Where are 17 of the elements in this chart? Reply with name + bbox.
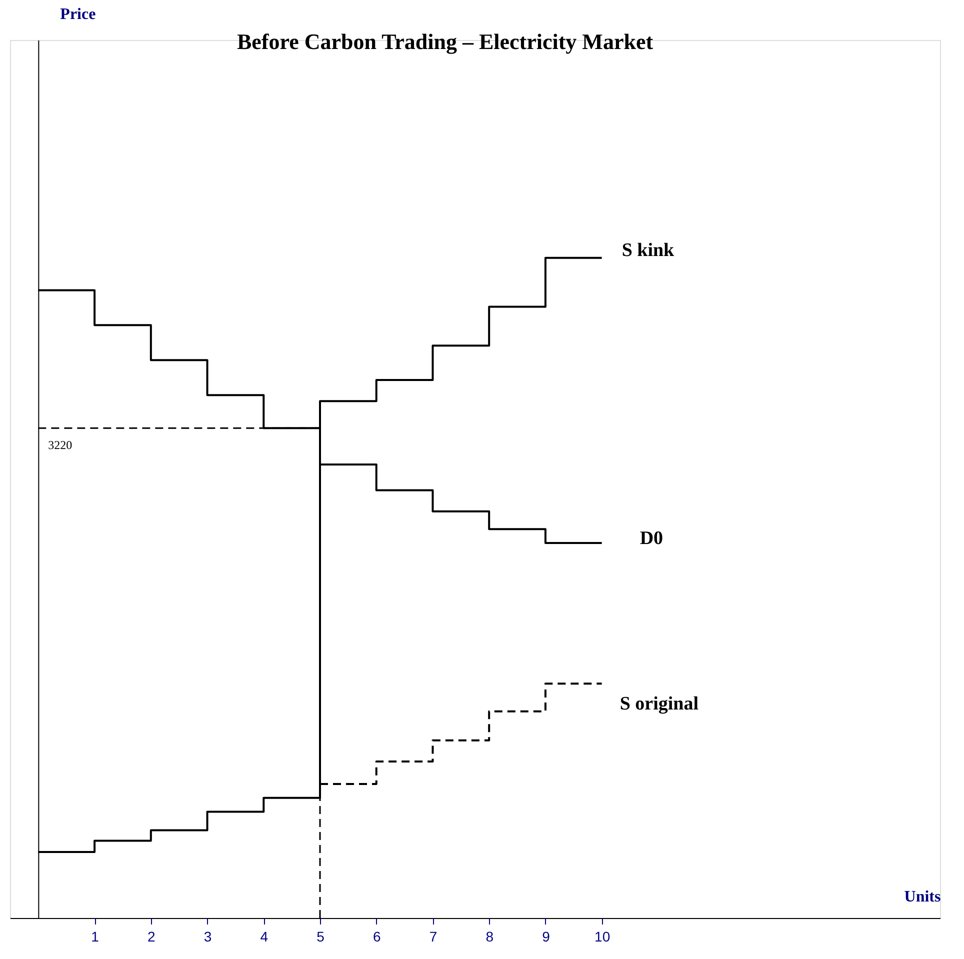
x-tick-label: 3 (204, 928, 212, 944)
text: D0 (640, 528, 664, 550)
x-tick-label: 8 (486, 928, 494, 944)
x-tick-label: 5 (316, 928, 325, 944)
annotation: 3220 (48, 438, 72, 452)
x-tick-label: 2 (148, 928, 156, 944)
x-tick-label: 4 (260, 928, 268, 944)
x-tick-label: 7 (429, 928, 438, 944)
series-label: S original (620, 694, 698, 715)
x-tick-label: 10 (594, 928, 610, 944)
series-label: S kink (622, 240, 675, 261)
chart-title: Before Carbon Trading – Electricity Market (236, 29, 654, 54)
x-axis-title: Units (904, 888, 941, 906)
text: Price (60, 6, 96, 23)
x-tick-label: 1 (91, 928, 100, 944)
x-tick-label: 6 (372, 928, 381, 944)
x-tick-label: 9 (542, 928, 550, 944)
